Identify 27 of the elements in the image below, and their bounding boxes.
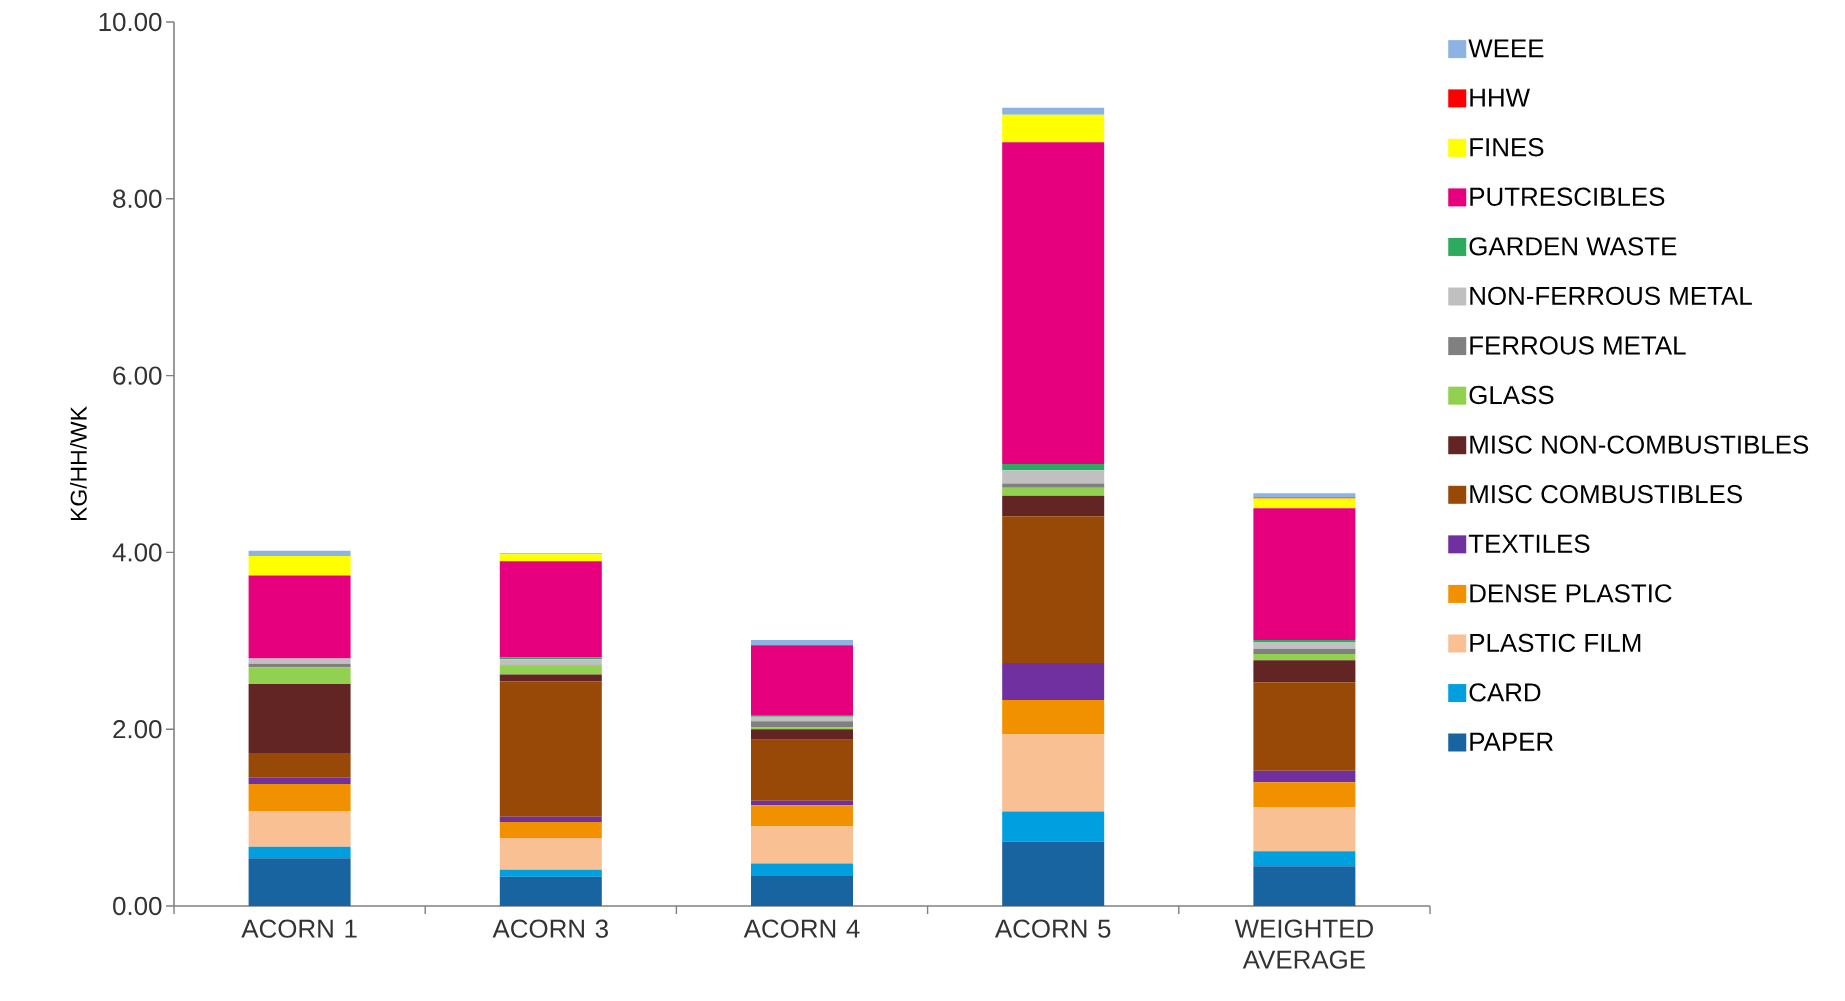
y-tick-label: 8.00	[113, 189, 162, 208]
legend-label: CARD	[1469, 683, 1541, 702]
x-tick-label: ACORN 3	[492, 919, 608, 938]
legend-label: MISC COMBUSTIBLES	[1470, 485, 1742, 504]
legend-label: PLASTIC FILM	[1470, 633, 1641, 653]
legend-label: TEXTILES	[1468, 534, 1590, 553]
y-tick-label: 10.00	[99, 12, 162, 32]
legend-label: PUTRESCIBLES	[1470, 187, 1665, 206]
y-axis-title: KG/HH/WK	[69, 406, 87, 521]
y-tick-label: 0.00	[113, 896, 162, 916]
legend-label: PAPER	[1470, 732, 1553, 751]
legend-label: NON-FERROUS METAL	[1470, 286, 1752, 306]
x-tick-label: ACORN 1	[241, 919, 357, 938]
legend-label: WEEE	[1468, 39, 1544, 58]
x-tick-label: ACORN 4	[743, 919, 860, 938]
legend-label: FERROUS METAL	[1470, 336, 1686, 355]
legend-label: GLASS	[1469, 385, 1554, 405]
y-tick-label: 6.00	[113, 366, 162, 385]
legend-label: DENSE PLASTIC	[1470, 584, 1672, 603]
x-tick-label: WEIGHTED AVERAGE	[1234, 919, 1373, 969]
y-tick-label: 4.00	[112, 543, 162, 562]
x-tick-label: ACORN 5	[994, 919, 1111, 938]
legend-label: GARDEN WASTE	[1469, 237, 1677, 256]
y-tick-label: 2.00	[113, 720, 162, 739]
legend-label: MISC NON-COMBUSTIBLES	[1470, 435, 1809, 454]
legend-label: FINES	[1470, 138, 1544, 157]
legend-label: HHW	[1470, 88, 1530, 107]
